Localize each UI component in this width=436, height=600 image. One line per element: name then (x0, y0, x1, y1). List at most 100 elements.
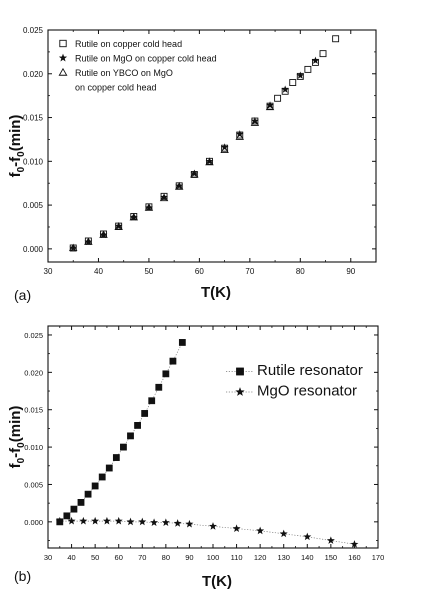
y-axis-title-part: -f (7, 156, 24, 167)
data-point-2 (311, 56, 320, 64)
y-axis-title-part: -f (7, 447, 24, 458)
x-tick-label: 170 (372, 553, 385, 562)
legend-marker (59, 39, 67, 48)
legend-label: Rutile on YBCO on MgO (75, 68, 173, 78)
data-point-2 (102, 516, 111, 525)
data-point-2 (175, 181, 184, 190)
plot-frame (47, 29, 377, 263)
y-axis-title-part: 0 (16, 442, 27, 448)
panel-label: (b) (14, 568, 31, 584)
y-tick-label: 0.000 (23, 245, 44, 254)
data-point-1 (127, 432, 134, 440)
data-point-2 (296, 71, 305, 79)
data-point-2 (251, 117, 259, 125)
x-axis-title: T(K) (201, 284, 231, 301)
data-point-2 (185, 519, 194, 528)
data-point-1 (178, 339, 186, 346)
data-point-2 (69, 243, 78, 252)
x-tick-label: 70 (138, 553, 146, 562)
x-tick-label: 130 (277, 553, 290, 562)
y-tick-label: 0.020 (23, 70, 44, 79)
y-tick-label: 0.015 (24, 406, 43, 415)
legend-label: Rutile resonator (257, 362, 363, 379)
data-point-3 (235, 132, 244, 140)
x-tick-label: 90 (185, 553, 193, 562)
y-tick-label: 0.020 (24, 368, 43, 377)
data-point-3 (114, 222, 123, 231)
data-point-2 (129, 213, 138, 221)
y-axis-title-part: (min) (7, 115, 24, 152)
x-tick-label: 80 (296, 267, 305, 276)
plot-frame (47, 325, 379, 549)
y-axis-title-part: 0 (16, 457, 27, 463)
data-point-2 (67, 516, 76, 525)
x-tick-label: 60 (115, 553, 123, 562)
data-point-1 (289, 79, 297, 86)
legend-label: MgO resonator (257, 383, 357, 400)
data-point-3 (220, 145, 229, 153)
y-tick-label: 0.010 (23, 157, 44, 166)
data-point-3 (265, 102, 275, 111)
panel-b: 30 40 50 60 70 80 90 100 110 120 130 140 150 160 170 0.… (7, 325, 385, 590)
data-point-2 (256, 526, 265, 535)
data-point-2 (79, 516, 88, 525)
x-tick-label: 40 (67, 553, 75, 562)
data-point-1 (141, 410, 149, 417)
x-tick-label: 90 (346, 267, 355, 276)
data-point-2 (150, 518, 159, 526)
data-point-1 (148, 397, 156, 405)
x-tick-label: 50 (91, 553, 99, 562)
data-point-2 (145, 203, 153, 211)
data-point-1 (63, 512, 71, 520)
data-point-1 (162, 370, 170, 378)
y-axis-title-part: (min) (7, 406, 24, 443)
data-point-1 (319, 50, 327, 58)
data-point-3 (174, 182, 184, 190)
panel-label: (a) (14, 287, 31, 303)
data-point-2 (190, 169, 199, 177)
series-line (59, 520, 355, 545)
data-point-2 (303, 532, 312, 541)
data-point-2 (138, 517, 147, 526)
y-axis-title-part: f (7, 462, 24, 468)
data-point-2 (281, 85, 290, 93)
data-point-2 (350, 540, 359, 548)
series-line (59, 342, 183, 523)
data-point-2 (161, 518, 170, 526)
data-point-1 (332, 35, 340, 43)
y-axis-title-part: 0 (16, 166, 27, 172)
data-point-2 (266, 101, 274, 109)
data-point-2 (326, 536, 335, 544)
data-point-3 (250, 118, 260, 126)
y-axis-title: f0-f0(min) (7, 115, 27, 178)
data-point-3 (99, 230, 108, 238)
data-point-1 (274, 94, 282, 102)
data-point-2 (114, 516, 123, 525)
legend-marker (235, 387, 245, 396)
data-point-1 (105, 464, 113, 472)
legend-marker (236, 367, 244, 376)
legend-label: Rutile on MgO on copper cold head (75, 54, 217, 64)
y-tick-label: 0.005 (24, 480, 43, 489)
x-tick-label: 70 (245, 267, 254, 276)
data-point-2 (126, 517, 135, 526)
x-tick-label: 50 (144, 267, 153, 276)
y-axis-title-part: f (7, 171, 24, 177)
data-point-2 (232, 524, 241, 532)
y-tick-label: 0.025 (23, 26, 44, 35)
x-tick-label: 140 (301, 553, 314, 562)
panel-a: 30 40 50 60 70 80 90 0.000 0.005 0.010 0.015 0.020 0… (7, 26, 377, 303)
data-point-3 (129, 212, 139, 221)
x-tick-label: 120 (254, 553, 267, 562)
data-point-1 (77, 499, 85, 506)
data-point-1 (169, 357, 177, 365)
y-axis-title: f0-f0(min) (7, 406, 27, 469)
x-tick-label: 80 (162, 553, 170, 562)
data-point-3 (205, 157, 214, 166)
data-point-2 (55, 516, 64, 525)
data-point-2 (114, 222, 123, 230)
data-point-3 (69, 243, 78, 252)
data-point-1 (134, 422, 141, 429)
y-tick-label: 0.005 (23, 201, 44, 210)
